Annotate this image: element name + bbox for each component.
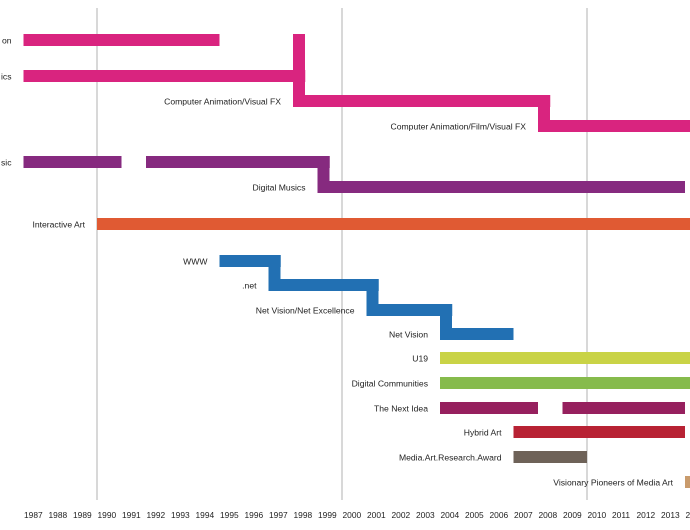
x-tick-label: 2003 bbox=[416, 510, 435, 520]
x-tick-label: 1994 bbox=[196, 510, 215, 520]
bar-segment bbox=[293, 95, 551, 107]
x-tick-label: 1987 bbox=[24, 510, 43, 520]
x-tick-label: 1990 bbox=[98, 510, 117, 520]
x-tick-label: 2000 bbox=[343, 510, 362, 520]
bar-segment bbox=[268, 279, 379, 291]
row-label: Hybrid Art bbox=[464, 428, 502, 438]
bar-connector bbox=[317, 156, 330, 193]
x-tick-label: 2002 bbox=[392, 510, 411, 520]
x-tick-label: 1997 bbox=[269, 510, 288, 520]
gridlines bbox=[96, 8, 588, 500]
row-label: on bbox=[2, 36, 12, 46]
bar-connector bbox=[268, 255, 281, 291]
row-label: Media.Art.Research.Award bbox=[399, 453, 502, 463]
row-label: The Next Idea bbox=[374, 404, 428, 414]
x-tick-label: 2004 bbox=[441, 510, 460, 520]
x-tick-label: 1988 bbox=[49, 510, 68, 520]
bar-segment bbox=[317, 181, 685, 193]
bar-segment bbox=[97, 218, 690, 230]
row-label: ics bbox=[1, 72, 12, 82]
bar-connector bbox=[440, 304, 452, 340]
x-tick-label: 1998 bbox=[294, 510, 313, 520]
x-tick-label: 1996 bbox=[245, 510, 264, 520]
row-label: Computer Animation/Film/Visual FX bbox=[391, 122, 527, 132]
row-label: U19 bbox=[412, 354, 428, 364]
x-tick-label: 1992 bbox=[147, 510, 166, 520]
x-tick-label: 1999 bbox=[318, 510, 337, 520]
bar-segment bbox=[440, 352, 690, 364]
x-tick-label: 2011 bbox=[612, 510, 630, 520]
x-axis-ticks: 1987 1988 1989 1990 1991 1992 1993 1994 1995 1996… bbox=[24, 510, 690, 520]
bar-segment bbox=[440, 377, 690, 389]
bar-connector bbox=[366, 279, 379, 316]
x-tick-label: 2 bbox=[686, 510, 690, 520]
bar-segment bbox=[366, 304, 453, 316]
row-label: Interactive Art bbox=[32, 220, 85, 230]
bar-segment bbox=[23, 34, 220, 46]
x-tick-label: 2009 bbox=[563, 510, 582, 520]
x-tick-label: 1989 bbox=[73, 510, 92, 520]
x-tick-label: 1993 bbox=[171, 510, 190, 520]
bar-segment bbox=[538, 120, 690, 132]
x-tick-label: 2001 bbox=[367, 510, 386, 520]
bar-segment bbox=[513, 451, 587, 463]
bar-segment bbox=[23, 70, 306, 82]
bar-segment bbox=[440, 402, 538, 414]
x-tick-label: 2008 bbox=[539, 510, 558, 520]
bar-connector bbox=[538, 95, 550, 132]
bar-segment bbox=[219, 255, 281, 267]
row-labels: on ics Computer Animation/Visual FX Compute… bbox=[1, 36, 674, 488]
x-tick-label: 2012 bbox=[637, 510, 656, 520]
x-tick-label: 1995 bbox=[220, 510, 239, 520]
row-label: sic bbox=[1, 158, 12, 168]
row-label: .net bbox=[242, 281, 257, 291]
x-tick-label: 2005 bbox=[465, 510, 484, 520]
bar-segment bbox=[562, 402, 685, 414]
bar-segment bbox=[513, 426, 685, 438]
x-tick-label: 2013 bbox=[661, 510, 680, 520]
bar-segment bbox=[685, 476, 690, 488]
row-label: Visionary Pioneers of Media Art bbox=[553, 478, 673, 488]
row-label: Digital Musics bbox=[252, 183, 305, 193]
row-label: Net Vision bbox=[389, 330, 428, 340]
bar-segment bbox=[23, 156, 122, 168]
x-tick-label: 2010 bbox=[588, 510, 607, 520]
row-label: WWW bbox=[183, 257, 208, 267]
row-label: Digital Communities bbox=[352, 379, 428, 389]
row-label: Computer Animation/Visual FX bbox=[164, 97, 281, 107]
row-label: Net Vision/Net Excellence bbox=[256, 306, 355, 316]
x-tick-label: 2006 bbox=[490, 510, 509, 520]
x-tick-label: 1991 bbox=[122, 510, 141, 520]
bar-segment bbox=[440, 328, 514, 340]
bars bbox=[23, 34, 690, 488]
bar-segment bbox=[146, 156, 330, 168]
bar-connector bbox=[293, 34, 305, 107]
x-tick-label: 2007 bbox=[514, 510, 533, 520]
